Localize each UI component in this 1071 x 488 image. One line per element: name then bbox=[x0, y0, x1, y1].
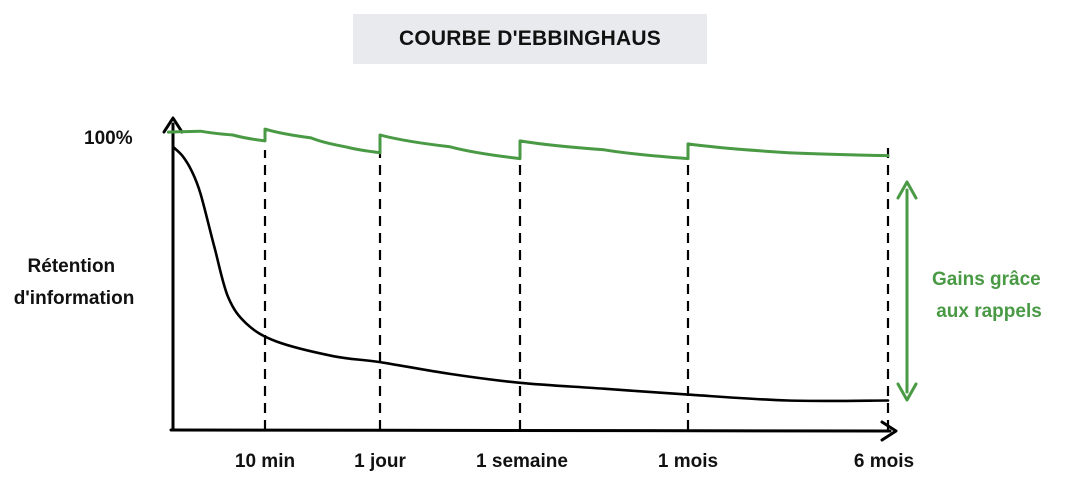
y-axis-label-line-2: d'information bbox=[14, 288, 135, 309]
x-axis-arrow bbox=[880, 420, 898, 442]
x-tick-label-1: 10 min bbox=[235, 451, 295, 472]
x-tick-label-3: 1 semaine bbox=[476, 451, 568, 472]
y-axis-label: Rétention d'information bbox=[14, 256, 135, 309]
gains-arrow-top bbox=[896, 180, 918, 200]
gains-annotation: Gains grâce aux rappels bbox=[932, 269, 1046, 322]
retention-with-reviews-curve bbox=[166, 127, 890, 161]
forgetting-curve bbox=[171, 145, 890, 403]
x-tick-label-4: 1 mois bbox=[658, 451, 718, 472]
gains-annotation-line-2: aux rappels bbox=[936, 301, 1042, 322]
y-axis-arrow bbox=[162, 116, 184, 134]
gains-annotation-line-1: Gains grâce bbox=[932, 269, 1041, 290]
y-tick-100: 100% bbox=[84, 128, 133, 149]
x-tick-label-5: 6 mois bbox=[854, 451, 914, 472]
x-tick-label-2: 1 jour bbox=[354, 451, 406, 472]
y-axis-label-line-1: Rétention bbox=[28, 256, 116, 277]
chart-title: COURBE D'EBBINGHAUS bbox=[399, 27, 661, 50]
chart-title-box: COURBE D'EBBINGHAUS bbox=[353, 14, 707, 64]
gains-arrow-bottom bbox=[896, 382, 918, 402]
x-axis bbox=[169, 428, 892, 433]
